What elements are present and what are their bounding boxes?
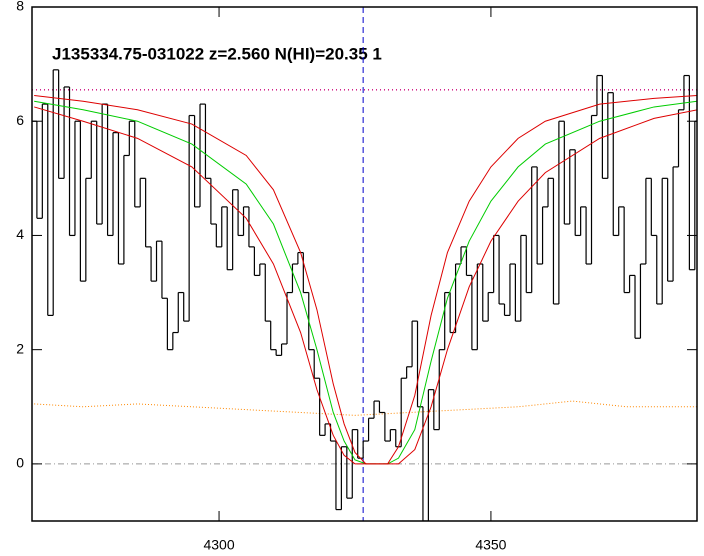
x-tick-label: 4350 [475, 537, 506, 553]
model-line [34, 100, 697, 465]
spectrum-connector [36, 69, 696, 521]
y-tick-label: 8 [16, 0, 24, 14]
plot-area [32, 7, 697, 521]
y-tick-label: 2 [16, 340, 24, 356]
x-tick-label: 4300 [203, 537, 234, 553]
y-tick-label: 6 [16, 112, 24, 128]
y-tick-label: 0 [16, 455, 24, 471]
plot-frame [31, 6, 698, 522]
model-line [34, 106, 697, 465]
error-line [34, 400, 697, 416]
chart-title: J135334.75-031022 z=2.560 N(HI)=20.35 1 [52, 44, 382, 63]
model-line [34, 95, 697, 465]
y-tick-label: 4 [16, 226, 24, 242]
